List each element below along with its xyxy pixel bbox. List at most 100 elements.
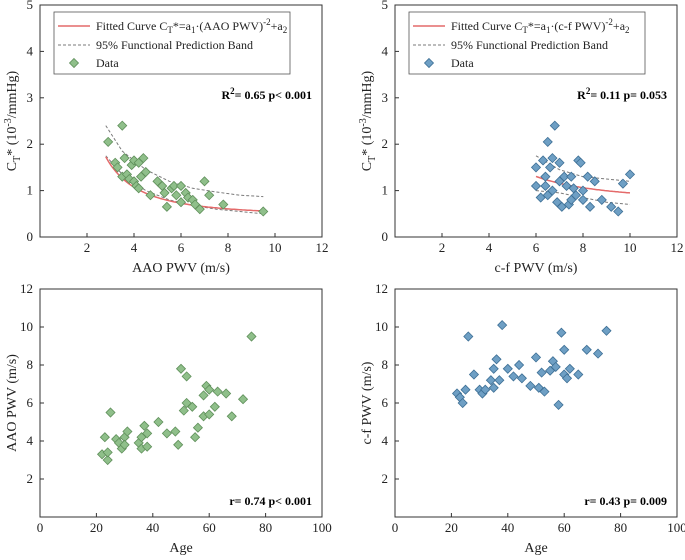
data-point xyxy=(494,375,505,386)
y-tick-label: 2 xyxy=(382,471,389,486)
data-point xyxy=(159,187,170,198)
data-point xyxy=(173,439,184,450)
x-tick-label: 60 xyxy=(558,520,571,535)
y-tick-label: 2 xyxy=(382,136,389,151)
x-tick-label: 20 xyxy=(90,520,103,535)
data-point xyxy=(198,390,209,401)
data-point xyxy=(237,394,249,405)
data-point xyxy=(187,401,198,412)
data-point xyxy=(525,380,536,391)
data-point xyxy=(161,428,172,439)
x-tick-label: 2 xyxy=(84,240,91,255)
legend-data-label: Data xyxy=(96,56,119,70)
stat-annotation: r= 0.43 p= 0.009 xyxy=(584,494,667,508)
data-point xyxy=(463,331,474,342)
x-tick-label: 0 xyxy=(37,520,44,535)
data-point xyxy=(99,432,110,443)
data-point xyxy=(199,176,210,187)
legend-fit-label: Fitted Curve CT*=a1·(AAO PWV)-2+a2 xyxy=(96,17,287,35)
data-point xyxy=(564,363,575,374)
data-point xyxy=(145,190,156,201)
x-tick-label: 0 xyxy=(392,520,399,535)
data-point xyxy=(488,363,499,374)
x-tick-label: 60 xyxy=(203,520,216,535)
x-tick-label: 80 xyxy=(259,520,272,535)
data-point xyxy=(194,204,205,215)
y-axis-label: AAO PWV (m/s) xyxy=(5,354,20,452)
y-tick-label: 12 xyxy=(20,281,33,296)
x-tick-label: 12 xyxy=(316,240,329,255)
data-point xyxy=(460,384,471,395)
data-point xyxy=(566,171,577,182)
data-point xyxy=(122,426,133,437)
data-point xyxy=(540,171,551,182)
data-point xyxy=(175,197,187,208)
data-point xyxy=(175,363,187,374)
data-point xyxy=(190,432,201,443)
data-point xyxy=(212,386,223,397)
data-point xyxy=(139,420,150,431)
data-point xyxy=(468,369,480,380)
data-point xyxy=(204,409,215,420)
x-tick-label: 4 xyxy=(486,240,493,255)
data-point xyxy=(153,416,164,428)
y-tick-label: 5 xyxy=(382,0,389,12)
stat-annotation: r= 0.74 p< 0.001 xyxy=(229,494,312,508)
data-point xyxy=(181,371,192,382)
data-point xyxy=(102,447,113,458)
data-point xyxy=(161,201,172,212)
x-tick-label: 8 xyxy=(225,240,232,255)
data-point xyxy=(613,206,624,217)
data-point xyxy=(516,373,527,384)
data-point xyxy=(170,426,181,437)
data-point xyxy=(601,325,612,336)
y-tick-label: 3 xyxy=(382,90,389,105)
data-point xyxy=(119,153,130,164)
data-point xyxy=(553,399,564,410)
x-tick-label: 12 xyxy=(671,240,684,255)
legend-fit-label: Fitted Curve CT*=a1·(c-f PWV)-2+a2 xyxy=(451,17,630,35)
data-point xyxy=(138,153,149,164)
x-tick-label: 10 xyxy=(624,240,637,255)
y-tick-label: 2 xyxy=(27,136,34,151)
data-point xyxy=(142,441,153,452)
x-tick-label: 100 xyxy=(667,520,685,535)
data-point xyxy=(117,120,128,131)
data-point xyxy=(530,180,542,192)
data-point xyxy=(508,371,519,382)
legend-data-swatch xyxy=(423,57,435,69)
data-point xyxy=(545,162,556,173)
data-point xyxy=(105,407,116,418)
x-tick-label: 40 xyxy=(501,520,514,535)
data-point xyxy=(530,352,542,363)
data-point xyxy=(488,382,499,393)
data-point xyxy=(485,375,496,386)
data-point xyxy=(581,344,592,355)
y-tick-label: 0 xyxy=(382,229,389,244)
data-point xyxy=(537,155,549,166)
data-point xyxy=(218,199,229,210)
data-point xyxy=(561,373,573,384)
plot-frame xyxy=(39,288,323,518)
data-point xyxy=(606,201,617,212)
x-tick-label: 40 xyxy=(146,520,159,535)
data-point xyxy=(168,180,180,192)
data-point xyxy=(592,348,604,359)
data-point xyxy=(119,439,130,450)
legend-band-label: 95% Functional Prediction Band xyxy=(451,38,608,52)
x-axis-label: AAO PWV (m/s) xyxy=(132,261,230,276)
x-tick-label: 6 xyxy=(533,240,540,255)
data-point xyxy=(536,367,547,378)
data-point xyxy=(559,344,570,355)
y-tick-label: 0 xyxy=(27,229,34,244)
data-point xyxy=(556,327,567,338)
data-point xyxy=(559,171,570,182)
data-point xyxy=(142,428,153,439)
data-point xyxy=(514,359,525,371)
stat-annotation: R2= 0.65 p< 0.001 xyxy=(221,86,312,102)
data-point xyxy=(584,201,596,212)
panel-d: 0 20 40 60 80 100 2 4 6 8 10 12 Age c-f PWV (m/s) r= 0… xyxy=(360,281,685,556)
y-tick-label: 6 xyxy=(382,395,389,410)
y-tick-label: 4 xyxy=(27,43,34,58)
